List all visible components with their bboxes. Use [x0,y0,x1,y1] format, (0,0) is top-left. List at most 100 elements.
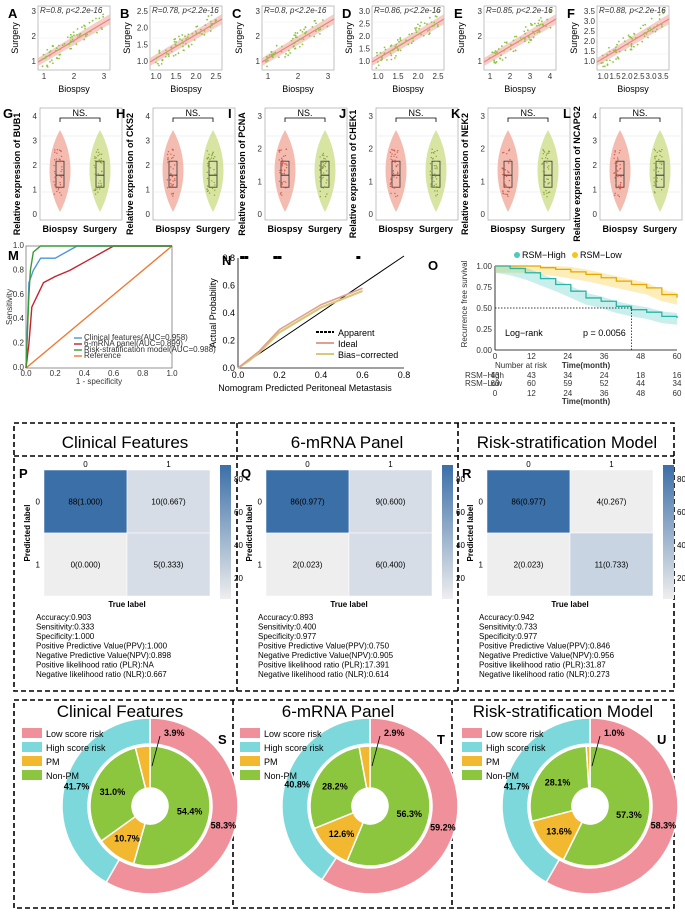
violin-point [505,186,507,188]
data-point [294,41,297,43]
data-point [73,34,75,37]
data-point [317,27,320,30]
category-label: Biospsy [602,224,637,234]
panel-letter: U [657,732,666,747]
violin-point [279,193,282,195]
y-tick: 0.4 [13,314,25,323]
data-point [277,56,280,59]
data-point [102,15,105,18]
violin-point [208,192,211,194]
x-tick: 1 [266,72,271,81]
violin-point [54,149,56,151]
violin-point [206,171,208,174]
y-tick: 0 [481,210,486,219]
cm-cell-value: 2(0.023) [293,561,323,570]
violin-point [318,165,321,167]
section-title: Clinical Features [62,433,189,452]
violin-point [94,189,97,191]
x-tick: 0.2 [273,370,286,380]
category-label: Biospsy [42,224,77,234]
data-point [535,24,538,27]
metric-line: Negative likelihood ratio (NLR):0.614 [258,670,389,679]
violin-point [172,168,174,170]
colorbar-tick: 20 [234,574,243,583]
violin-point [434,190,436,192]
data-point [643,32,646,34]
y-axis-label: Predicted label [245,505,254,562]
violin-point [208,168,210,170]
y-tick: 0 [33,210,38,219]
violin-point [508,162,510,164]
violin-point [322,162,324,164]
violin-point [283,180,285,183]
data-point [194,30,197,33]
y-tick: 4 [33,112,38,121]
x-tick: 60 [673,352,682,361]
legend-label: Non-PM [486,771,519,781]
risk-count: 16 [673,371,682,380]
data-point [390,54,393,57]
violin-point [323,172,325,174]
data-point [415,26,418,29]
data-point [509,48,512,51]
violin-point [58,149,61,151]
violin-point [54,177,56,179]
section-title: Risk-stratification Model [473,702,653,721]
violin-point [212,151,214,153]
violin-point [173,154,175,157]
data-point [294,31,297,34]
violin-point [435,185,438,188]
violin-point [507,195,509,198]
data-point [308,34,311,37]
violin-point [390,158,392,161]
leader-line [371,735,381,767]
x-tick: 24 [563,352,572,361]
violin-point [100,185,103,187]
y-tick: 1 [593,186,598,195]
data-point [416,23,419,26]
data-point [517,40,520,43]
data-point [76,28,79,30]
violin-point [391,153,393,155]
data-point [181,39,184,42]
violin-point [615,161,618,163]
violin-point [547,178,550,181]
violin-point [172,192,174,195]
inner-slice-label: 31.0% [100,787,126,797]
cm-cell-value: 11(0.733) [595,561,629,570]
section-title: Clinical Features [57,702,184,721]
y-tick: 3 [33,137,38,146]
y-tick: 1 [369,177,374,186]
data-point [497,48,500,50]
violin-point [541,162,544,165]
data-point [390,44,393,47]
risk-count: 63 [491,379,500,388]
violin-point [653,162,655,165]
y-tick: 1.5 [359,45,371,54]
data-point [84,25,86,28]
data-point [287,54,290,57]
violin-point [432,158,434,160]
y-tick: 2.0 [359,32,371,41]
violin-point [171,184,173,186]
violin-point [504,193,506,195]
violin-point [434,150,436,153]
data-point [653,26,656,29]
violin-point [56,152,58,154]
y-axis-label: Relative expression of CHEK1 [348,110,358,239]
y-tick: 3 [478,7,483,16]
x-axis-label: True label [108,600,145,609]
violin-point [543,168,545,171]
cm-cell-value: 2(0.023) [514,561,544,570]
data-point [184,42,187,45]
data-point [182,49,185,52]
violin-point [657,170,660,173]
data-point [76,36,79,39]
violin-point [656,180,658,182]
data-point [608,50,611,53]
panel-letter: G [3,106,13,121]
violin-point [613,157,615,159]
violin-point [615,182,617,185]
data-point [615,58,617,60]
violin-point [98,185,100,187]
